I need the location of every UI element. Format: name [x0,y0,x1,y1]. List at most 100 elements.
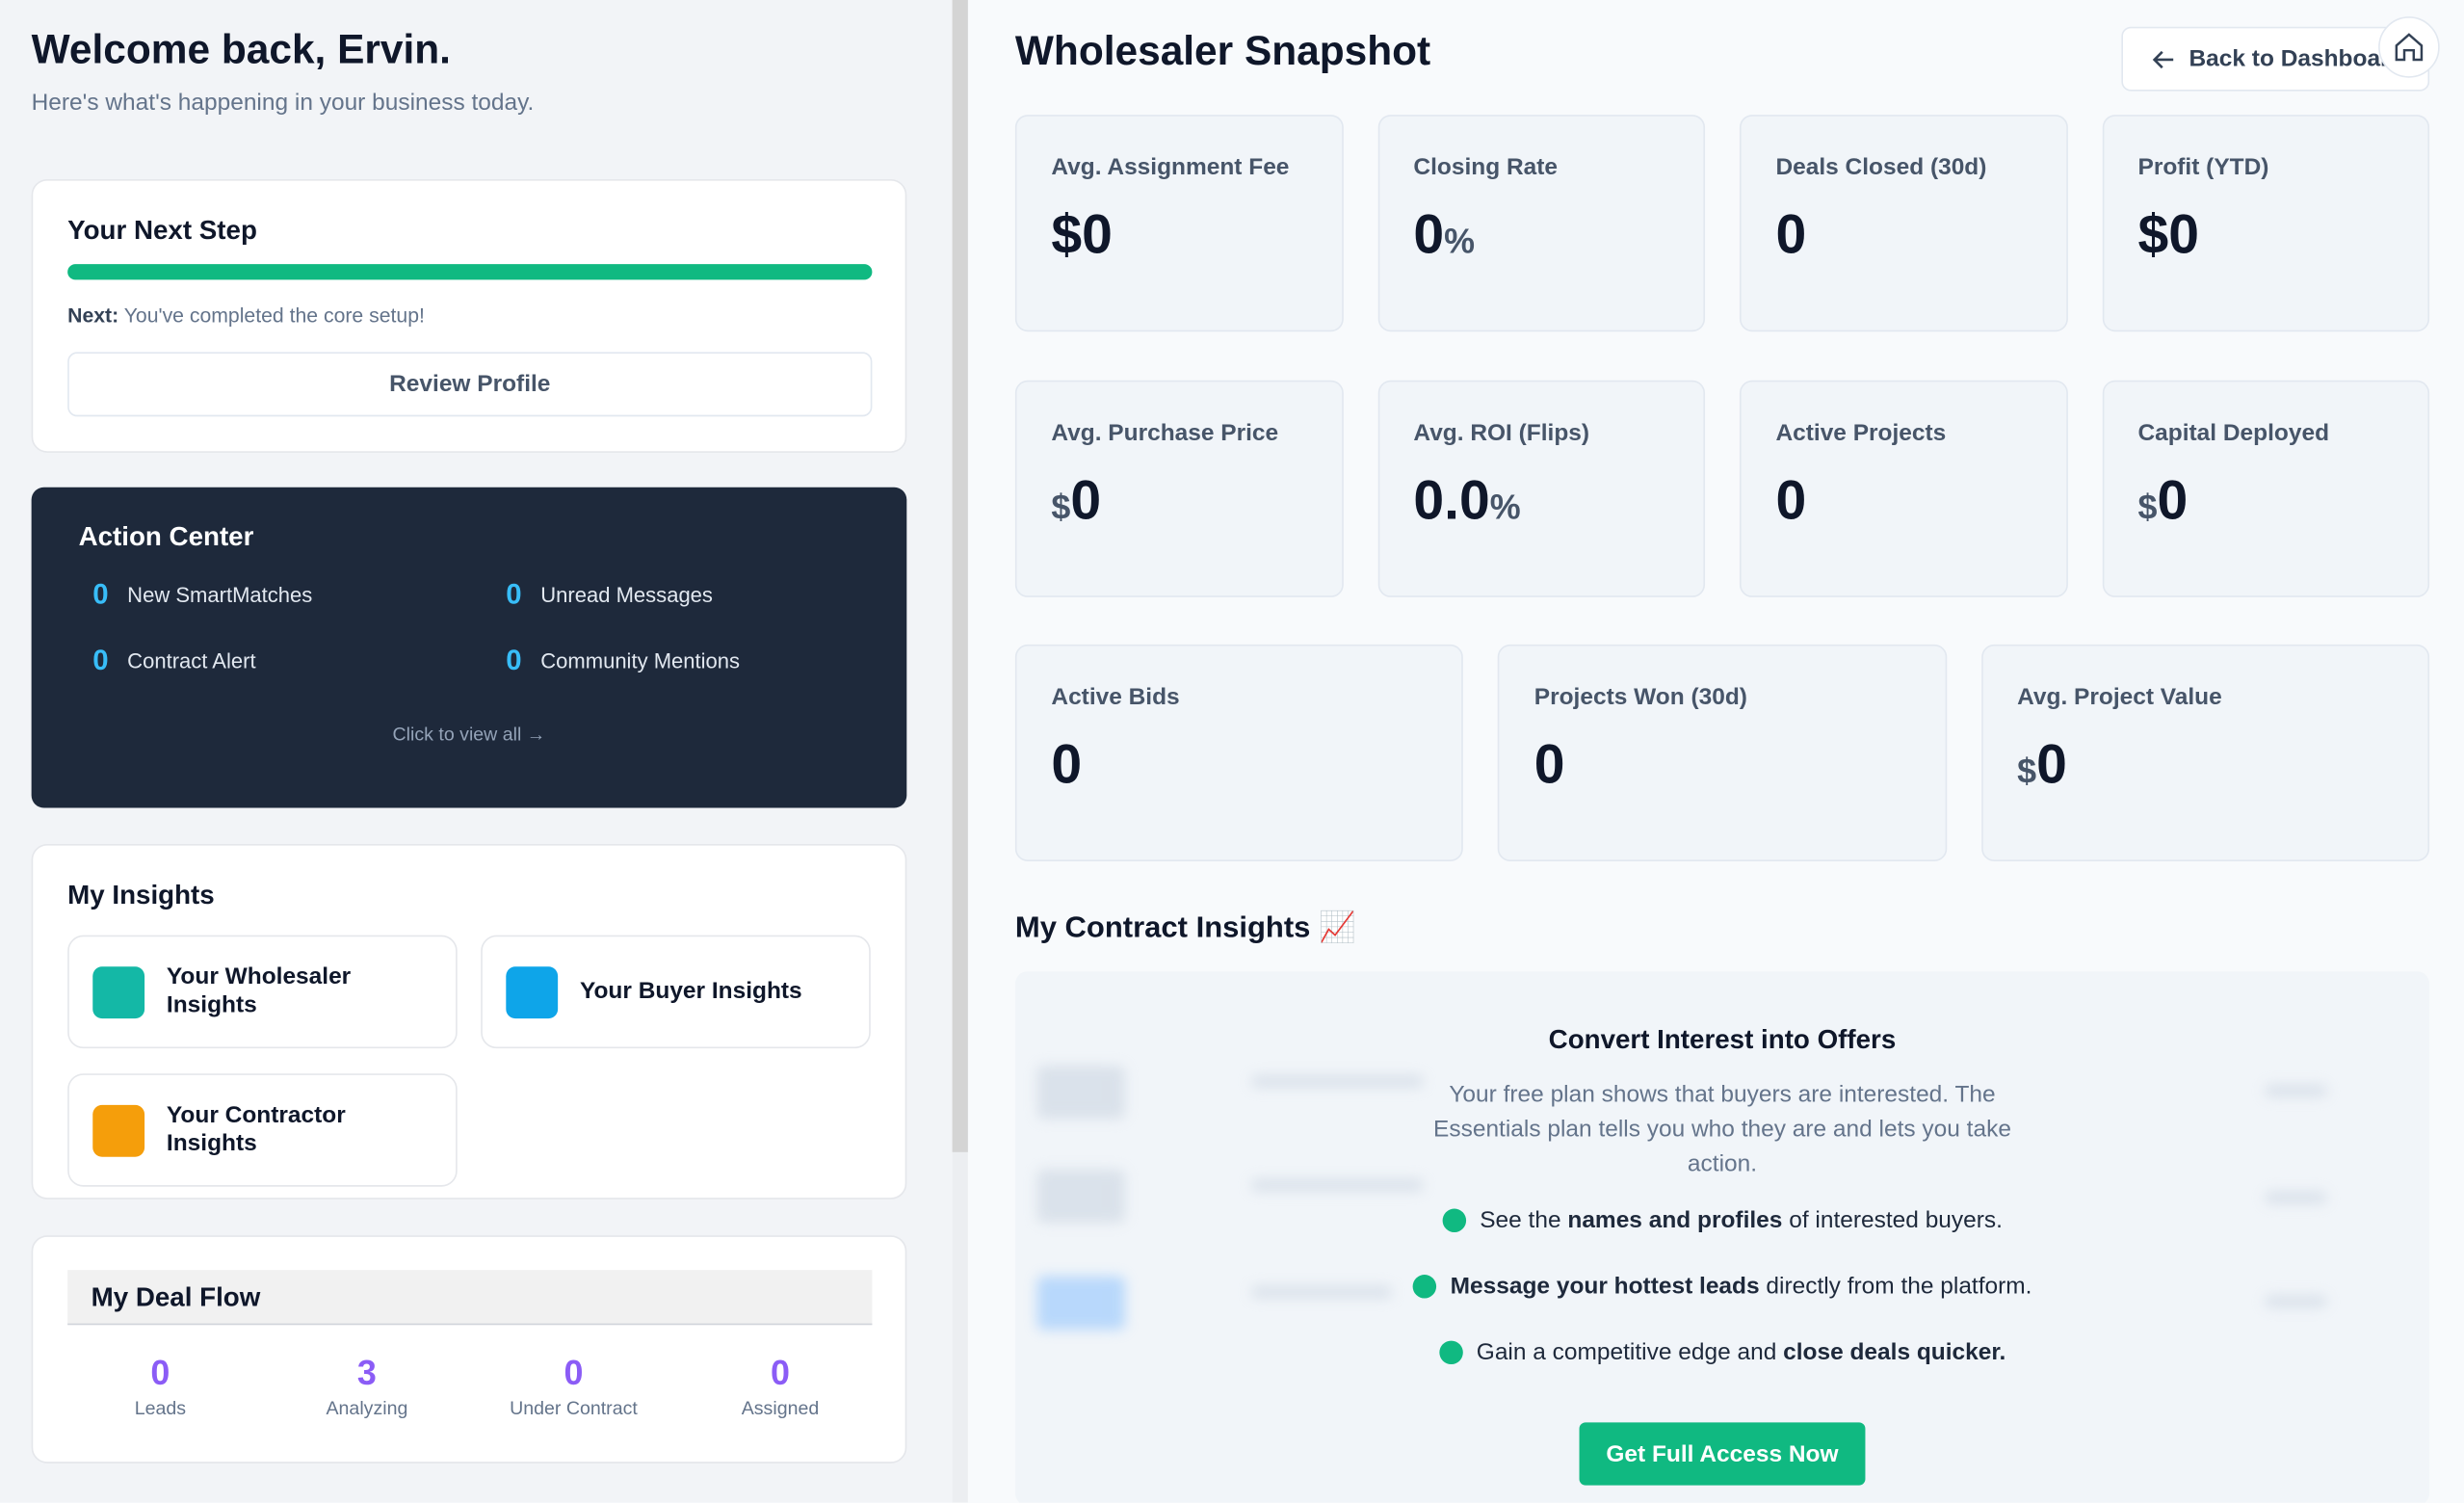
stat-label: Analyzing [326,1397,408,1420]
view-all-link[interactable]: Click to view all → [392,723,546,746]
metric-label: Avg. Purchase Price [1051,418,1279,446]
action-count: 0 [92,644,109,676]
overlay-title: Convert Interest into Offers [1548,1024,1897,1055]
insight-icon [506,965,559,1018]
deal-stat[interactable]: 0 Leads [66,1354,255,1423]
insight-icon [92,965,145,1018]
action-count: 0 [92,578,109,610]
metric-label: Avg. Assignment Fee [1051,153,1290,181]
metric-card: Deals Closed (30d) 0 [1739,115,2068,332]
insight-label: Your Wholesaler Insights [166,963,352,1019]
metric-label: Active Projects [1775,418,1947,446]
metric-card: Profit (YTD) $0 [2101,115,2430,332]
metric-number: 0 [2157,468,2189,531]
action-item[interactable]: 0 Community Mentions [506,645,740,677]
action-count: 0 [506,644,522,676]
stat-value: 0 [150,1353,170,1393]
blurred-text [2264,1191,2328,1204]
right-pane: Wholesaler Snapshot Back to Dashboard Av… [967,0,2464,1503]
card-title: My Insights [67,880,215,910]
cta-button[interactable]: Get Full Access Now [1579,1422,1866,1486]
blurred-text [1250,1074,1425,1088]
metric-card: Projects Won (30d) 0 [1498,644,1947,861]
insights-panel: Convert Interest into Offers Your free p… [1014,971,2430,1503]
next-text: You've completed the core setup! [123,303,425,328]
back-label: Back to Dashboard [2189,45,2404,73]
check-icon [1442,1208,1466,1233]
scrollbar-thumb[interactable] [952,0,968,1152]
metric-value: $0 [2137,204,2199,267]
action-label: Contract Alert [127,648,256,673]
metric-card: Avg. Purchase Price $0 [1014,379,1344,597]
metric-card: Closing Rate 0% [1376,115,1706,332]
metric-number: 0 [1533,733,1565,796]
action-item[interactable]: 0 Contract Alert [92,645,255,677]
benefit-text: See the names and profiles of interested… [1480,1207,2003,1234]
insight-link[interactable]: Your Buyer Insights [481,935,871,1049]
benefit: See the names and profiles of interested… [1015,1207,2429,1234]
progress-bar [67,264,873,280]
blurred-thumb [1036,1276,1126,1331]
action-item[interactable]: 0 Unread Messages [506,578,713,611]
metric-value: $0 [2137,469,2188,532]
metric-card: Avg. Project Value $0 [1980,644,2430,861]
metric-number: 0 [1070,468,1102,531]
benefit-bold: close deals quicker. [1783,1338,2006,1366]
action-count: 0 [506,578,522,610]
review-profile-button[interactable]: Review Profile [67,352,873,417]
stat-value: 3 [356,1353,377,1393]
stat-label: Leads [134,1397,187,1420]
benefit-bold: names and profiles [1567,1206,1783,1234]
blurred-text [1250,1285,1393,1299]
metric-suffix: % [1489,486,1521,526]
metric-card: Capital Deployed $0 [2101,379,2430,597]
home-button[interactable] [2377,15,2440,78]
metric-label: Capital Deployed [2137,418,2330,446]
benefit: Gain a competitive edge and close deals … [1015,1339,2429,1366]
card-title: Action Center [78,521,254,552]
check-icon [1438,1340,1463,1365]
metric-value: 0 [1775,204,1806,267]
metric-number: 0 [1775,204,1807,266]
benefit-plain: directly from the platform. [1759,1273,2032,1301]
blurred-thumb [1036,1169,1126,1224]
section-title: My Contract Insights 📈 [1014,911,1356,945]
metric-value: $0 [1051,204,1113,267]
metric-label: Profit (YTD) [2137,153,2269,181]
back-button[interactable]: Back to Dashboard [2121,26,2430,92]
benefit-plain: See the [1480,1206,1568,1234]
stat-label: Under Contract [510,1397,638,1420]
metric-number: $0 [1051,204,1113,266]
blurred-text [2264,1084,2328,1097]
metric-label: Closing Rate [1413,153,1559,181]
next-label: Next: [67,303,119,328]
insight-link[interactable]: Your Contractor Insights [67,1073,458,1187]
deal-flow-header [67,1270,873,1326]
left-pane: Welcome back, Ervin. Here's what's happe… [0,0,953,1503]
snapshot-title: Wholesaler Snapshot [1014,26,1431,74]
metric-value: 0.0% [1413,469,1520,532]
deal-stat[interactable]: 3 Analyzing [273,1354,461,1423]
action-center[interactable]: Action Center 0 New SmartMatches 0 Unread M… [31,487,907,808]
metric-card: Active Bids 0 [1014,644,1464,861]
metric-number: 0 [1051,733,1083,796]
metric-prefix: $ [2017,751,2037,791]
next-step-card: Your Next Step Next: You've completed th… [31,178,907,453]
action-label: New SmartMatches [127,583,313,607]
stat-label: Assigned [741,1397,820,1420]
blurred-text [1250,1178,1425,1192]
deal-stat[interactable]: 0 Under Contract [480,1354,668,1423]
metric-prefix: $ [1051,486,1071,526]
action-item[interactable]: 0 New SmartMatches [92,578,312,611]
deal-stat[interactable]: 0 Assigned [686,1354,875,1423]
metric-suffix: % [1444,222,1476,261]
card-title: Your Next Step [67,215,257,246]
insight-label: Your Contractor Insights [166,1101,346,1157]
insight-link[interactable]: Your Wholesaler Insights [67,935,458,1049]
action-label: Community Mentions [540,648,741,673]
metric-label: Avg. Project Value [2017,683,2222,711]
metric-number: 0 [1775,468,1807,531]
